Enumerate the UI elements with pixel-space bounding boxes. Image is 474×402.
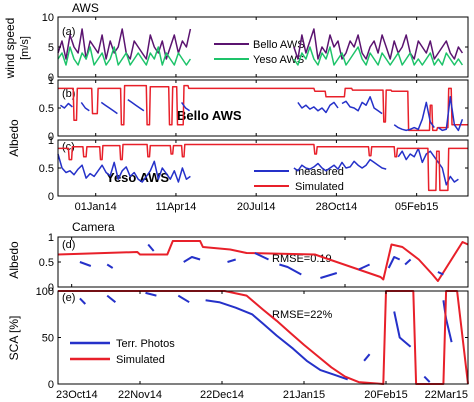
panel-d-ytick-label: 0 [48, 282, 54, 294]
panel-e-xtick-label: 21Jan15 [283, 389, 325, 401]
panel-a-ytick-label: 5 [48, 42, 54, 54]
panel-e-series-terr-photos-seg-2 [145, 291, 157, 297]
panel-c-series-measured-seg-0 [57, 153, 191, 183]
panel-d-series-terr-photos-seg-7 [320, 272, 338, 279]
panel-a-series-bello-aws-seg-1 [293, 28, 464, 60]
panel-d-series-terr-photos-seg-4 [227, 258, 236, 263]
panel-a-ytick-label: 10 [42, 12, 54, 24]
panel-d-series-terr-photos-seg-9 [387, 256, 401, 269]
panel-b-series-measured-seg-7 [393, 101, 435, 132]
panel-c-xtick-label: 28Oct14 [316, 201, 358, 213]
panel-a-label: (a) [62, 26, 75, 38]
panel-e-xtick-label: 22Mar15 [425, 389, 468, 401]
panel-e-ytick-label: 0 [48, 379, 54, 391]
panel-e-xtick-label: 22Nov14 [118, 389, 162, 401]
panel-e-xtick-label: 23Oct14 [56, 389, 98, 401]
panel-b-series-measured-seg-5 [297, 101, 339, 114]
panel-e-xtick-label: 20Feb15 [364, 389, 407, 401]
panel-c-plot: 0 0.5 1 01Jan14 11Apr14 20Jul14 28Oct14 05Feb15 [39, 135, 469, 213]
legend-simulated-label-c: Simulated [295, 181, 344, 193]
panel-b: (b) Bello AWS [62, 88, 242, 123]
panel-b-series-measured-seg-1 [80, 101, 90, 112]
legend-yeso-label: Yeso AWS [253, 54, 304, 66]
panel-e-annotation: RMSE=22% [272, 309, 332, 321]
panel-e-series-terr-photos-seg-1 [106, 294, 117, 303]
panel-b-ytick-label: 1 [48, 75, 54, 87]
panel-e-ytick-label: 100 [36, 286, 54, 298]
panel-d-series-terr-photos-seg-6 [279, 263, 302, 276]
panel-e-series-terr-photos-seg-6 [393, 311, 412, 348]
panel-b-label: (b) [62, 88, 75, 100]
panel-e-ylabel: SCA [%] [7, 316, 21, 361]
panel-a-ylabel-line1: wind speed [3, 18, 17, 80]
panel-d-series-terr-photos-seg-1 [106, 263, 114, 269]
panel-a-series-yeso-aws-seg-0 [57, 46, 192, 66]
panel-e-series-terr-photos-seg-5 [363, 353, 371, 362]
panel-b-annotation: Bello AWS [177, 108, 242, 123]
panel-c-ytick-label: 0.5 [39, 163, 54, 175]
panel-d-series-terr-photos-seg-0 [79, 261, 92, 267]
panel-b-series-simulated-seg-0 [58, 84, 468, 132]
panel-b-series-measured-seg-8 [437, 96, 464, 132]
panel-a-series-yeso-aws-seg-1 [293, 46, 464, 66]
legend-photos-label: Terr. Photos [116, 338, 175, 350]
panel-d-series-terr-photos-seg-5 [254, 252, 269, 261]
panel-c-series-simulated-seg-0 [58, 143, 468, 192]
panel-a-ytick-label: 0 [48, 72, 54, 84]
panel-b-series-measured-seg-4 [180, 101, 191, 112]
panel-d-plot: 00.51 [39, 232, 469, 294]
panel-a-ylabel-line2: [m/s] [19, 36, 31, 60]
panel-e-series-terr-photos-seg-0 [79, 297, 87, 305]
panel-e-series-terr-photos-seg-7 [423, 375, 431, 383]
panel-b-series-measured-seg-6 [341, 96, 383, 115]
panel-b-series-measured-seg-0 [59, 102, 73, 109]
panel-c-xtick-label: 01Jan14 [75, 201, 117, 213]
panel-d-series-terr-photos-seg-2 [147, 243, 155, 252]
panel-a-series-bello-aws-seg-0 [57, 28, 192, 60]
panel-e-series-terr-photos-seg-4 [205, 299, 349, 381]
panel-b-ytick-label: 0 [48, 131, 54, 143]
legend-simulated-label-e: Simulated [116, 354, 165, 366]
panel-d-ytick-label: 0.5 [39, 257, 54, 269]
panel-c-ytick-label: 1 [48, 135, 54, 147]
panel-e: SCA [%] (e) RMSE=22% Terr. Photos Simula… [7, 292, 332, 366]
panel-e-ytick-label: 50 [42, 333, 54, 345]
panel-d-label: (d) [62, 239, 75, 251]
panel-b-ytick-label: 0.5 [39, 103, 54, 115]
panel-d-series-terr-photos-seg-11 [437, 271, 444, 276]
panel-b-plot: 00.51 [39, 75, 469, 143]
panel-e-label: (e) [62, 292, 75, 304]
section-label-camera: Camera [72, 220, 115, 234]
panel-d-series-terr-photos-seg-10 [404, 258, 412, 266]
panel-a-plot: 0 5 10 [42, 12, 469, 84]
panel-d: Albedo (d) RMSE=0.19 [7, 239, 332, 279]
albedo-ylabel-bc: Albedo [7, 119, 21, 157]
panel-e-plot: 0 50 100 23Oct14 22Nov14 22Dec14 21Jan15 20Feb1… [36, 286, 469, 401]
panel-c-xtick-label: 11Apr14 [156, 201, 197, 213]
panel-c-xtick-label: 05Feb15 [395, 201, 438, 213]
panel-d-series-terr-photos-seg-8 [358, 263, 371, 271]
panel-d-ylabel: Albedo [7, 241, 21, 279]
panel-e-xtick-label: 22Dec14 [200, 389, 244, 401]
panel-c: Albedo (c) Yeso AWS measured Simulated [7, 119, 344, 193]
panel-d-ytick-label: 1 [48, 232, 54, 244]
section-label-aws: AWS [72, 1, 99, 15]
panel-e-series-terr-photos-seg-3 [177, 294, 190, 304]
panel-b-series-measured-seg-2 [100, 101, 118, 115]
panel-c-ytick-label: 0 [48, 191, 54, 203]
panel-a: wind speed [m/s] (a) Bello AWS Yeso AWS [3, 18, 305, 80]
panel-d-series-simulated-seg-0 [57, 240, 469, 282]
panel-d-series-terr-photos-seg-3 [183, 256, 201, 263]
panel-c-xtick-label: 20Jul14 [237, 201, 276, 213]
panel-c-series-measured-seg-1 [293, 158, 387, 172]
legend-bello-label: Bello AWS [253, 39, 305, 51]
panel-b-series-measured-seg-3 [127, 98, 145, 112]
